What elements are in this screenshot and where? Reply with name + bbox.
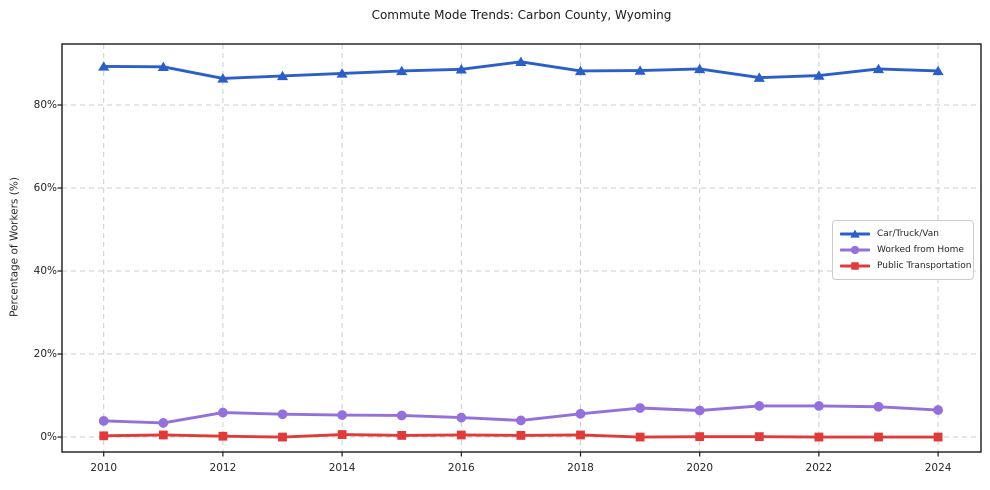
- circle-marker: [277, 409, 288, 420]
- square-marker: [851, 262, 859, 270]
- triangle-marker: [455, 64, 467, 74]
- circle-marker: [218, 407, 228, 418]
- x-tick-label: 2022: [805, 462, 833, 474]
- legend-label: Car/Truck/Van: [877, 229, 939, 239]
- square-marker: [278, 432, 287, 442]
- legend-label: Worked from Home: [877, 245, 964, 255]
- legend-row: Car/Truck/Van: [840, 226, 965, 242]
- square-marker: [933, 432, 943, 442]
- x-tick-label: 2024: [924, 462, 952, 474]
- square-marker: [814, 432, 824, 442]
- triangle-marker: [157, 61, 169, 72]
- y-tick-label: 80%: [33, 99, 57, 111]
- triangle-marker: [98, 61, 110, 71]
- circle-marker: [635, 403, 645, 413]
- square-marker: [218, 431, 228, 441]
- square-marker: [456, 430, 466, 440]
- legend-label: Public Transportation: [877, 261, 972, 271]
- square-marker: [516, 430, 526, 440]
- triangle-marker: [515, 56, 527, 67]
- square-marker: [158, 430, 168, 440]
- legend-sample-square: [840, 262, 870, 270]
- x-tick-label: 2018: [567, 462, 594, 474]
- triangle-marker: [634, 65, 646, 75]
- circle-marker: [754, 401, 765, 411]
- triangle-marker: [932, 65, 944, 76]
- square-marker: [695, 432, 705, 442]
- triangle-marker: [574, 65, 587, 76]
- y-tick-label: 60%: [33, 182, 57, 195]
- square-marker: [754, 432, 764, 442]
- triangle-marker: [753, 72, 765, 82]
- circle-marker: [456, 412, 467, 423]
- circle-marker: [98, 415, 109, 426]
- legend-sample-circle: [840, 245, 870, 255]
- square-marker: [337, 430, 347, 439]
- y-tick-label: 40%: [33, 265, 57, 278]
- triangle-marker: [217, 73, 229, 83]
- y-tick-label: 0%: [40, 431, 57, 444]
- legend: Car/Truck/Van Worked from Home Public Tran…: [832, 220, 974, 280]
- triangle-marker: [872, 63, 885, 74]
- x-tick-label: 2010: [90, 462, 118, 474]
- legend-row: Public Transportation: [840, 258, 971, 274]
- circle-marker: [516, 415, 526, 426]
- circle-marker: [694, 405, 705, 416]
- circle-marker: [933, 405, 943, 415]
- triangle-marker: [694, 63, 706, 74]
- triangle-marker: [850, 229, 860, 238]
- circle-marker: [813, 401, 824, 411]
- x-tick-label: 2020: [686, 462, 714, 474]
- triangle-marker: [396, 65, 408, 76]
- chart-title: Commute Mode Trends: Carbon County, Wyom…: [371, 8, 672, 22]
- x-tick-label: 2014: [328, 462, 356, 474]
- circle-marker: [873, 401, 884, 412]
- x-tick-label: 2012: [209, 462, 237, 474]
- square-marker: [99, 431, 109, 441]
- circle-marker: [396, 410, 407, 421]
- legend-sample-triangle: [840, 229, 870, 238]
- y-tick-label: 20%: [33, 348, 57, 361]
- x-tick-label: 2016: [447, 462, 475, 474]
- triangle-marker: [813, 70, 825, 80]
- circle-marker: [575, 408, 586, 419]
- axes-frame: [61, 43, 982, 453]
- triangle-marker: [336, 68, 348, 78]
- circle-marker: [337, 410, 348, 420]
- square-marker: [397, 430, 407, 440]
- square-marker: [635, 432, 645, 442]
- square-marker: [576, 430, 585, 440]
- square-marker: [874, 432, 883, 442]
- legend-row: Worked from Home: [840, 242, 965, 258]
- circle-marker: [158, 418, 169, 428]
- circle-marker: [850, 245, 860, 255]
- triangle-marker: [276, 70, 289, 81]
